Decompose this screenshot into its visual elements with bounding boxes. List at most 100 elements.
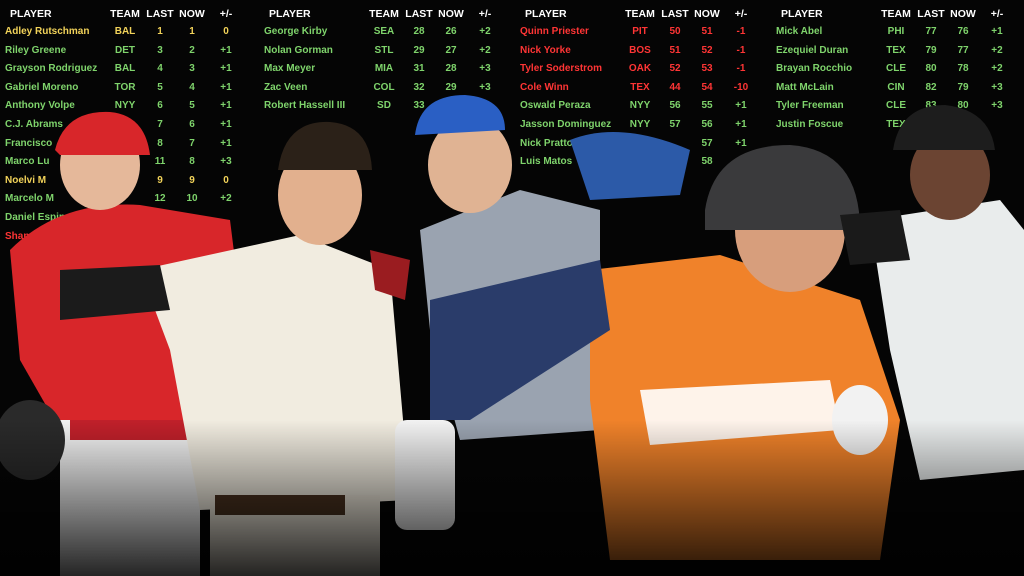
column-header: PLAYER	[525, 8, 567, 20]
table-cell: COL	[373, 81, 395, 93]
table-cell: +1	[220, 63, 232, 75]
table-cell: 1	[157, 26, 163, 37]
table-cell: George Kirby	[264, 26, 328, 37]
table-cell: 5	[189, 100, 195, 112]
table-cell: 80	[957, 100, 969, 112]
column-header: PLAYER	[10, 8, 52, 20]
table-cell: Mick Abel	[776, 26, 823, 37]
table-cell: Marcelo M	[5, 193, 54, 205]
table-cell: 6	[189, 119, 195, 130]
table-cell: 53	[701, 63, 713, 75]
table-cell: Francisco	[5, 137, 53, 149]
table-cell: 80	[925, 63, 937, 75]
column-header: NOW	[179, 8, 205, 20]
table-cell: Justin Foscue	[776, 119, 844, 130]
table-cell: 76	[957, 26, 969, 37]
column-header: LAST	[146, 8, 174, 20]
table-cell: 9	[157, 174, 163, 186]
table-cell: +3	[479, 81, 491, 93]
table-cell: 79	[925, 44, 937, 56]
column-header: +/-	[990, 8, 1004, 20]
column-header: TEAM	[881, 8, 911, 20]
table-cell: 9	[189, 174, 195, 186]
column-header: TEAM	[369, 8, 399, 20]
table-cell: +3	[991, 100, 1003, 112]
table-cell: 8	[157, 137, 163, 149]
table-cell: -1	[736, 63, 746, 75]
table-cell: Tyler Freeman	[776, 100, 844, 112]
table-cell: Oswald Peraza	[520, 100, 591, 112]
table-cell: NYY	[114, 100, 136, 112]
table-cell: 7	[189, 137, 195, 149]
table-cell: 4	[189, 81, 195, 93]
table-cell: 8	[189, 156, 195, 168]
table-cell: 5	[157, 81, 163, 93]
column-header: NOW	[694, 8, 720, 20]
table-cell: -10	[733, 81, 749, 93]
table-cell: SD	[377, 100, 391, 112]
table-cell: Quinn Priester	[520, 26, 589, 37]
table-cell: Robert Hassell III	[264, 100, 346, 112]
table-cell: CIN	[887, 81, 905, 93]
table-cell: +1	[220, 137, 232, 149]
table-cell: +1	[220, 81, 232, 93]
table-cell: NYY	[629, 100, 651, 112]
column-header: +/-	[734, 8, 748, 20]
column-header: +/-	[219, 8, 233, 20]
column-header: NOW	[950, 8, 976, 20]
table-cell: 29	[445, 81, 457, 93]
table-cell: Gabriel Moreno	[5, 81, 79, 93]
table-cell: 54	[701, 81, 713, 93]
table-cell: 11	[154, 156, 166, 168]
table-cell: 55	[701, 100, 713, 112]
column-header: PLAYER	[269, 8, 311, 20]
table-cell: 78	[957, 63, 969, 75]
table-cell: PHI	[887, 26, 905, 37]
table-cell: Zac Veen	[264, 81, 308, 93]
table-cell: 33	[413, 100, 425, 112]
table-cell: +1	[735, 119, 747, 130]
table-cell: 56	[669, 100, 681, 112]
table-cell: -1	[736, 26, 746, 37]
table-cell: CLE	[886, 100, 906, 112]
table-cell: 31	[413, 63, 425, 75]
table-cell: 57	[669, 119, 681, 130]
table-cell: NYY	[629, 119, 651, 130]
table-cell: 79	[957, 81, 969, 93]
table-cell: 82	[925, 81, 937, 93]
table-cell: 3	[189, 63, 195, 75]
table-cell: 58	[701, 156, 713, 168]
table-cell: 50	[669, 26, 681, 37]
table-cell: TEX	[886, 119, 906, 130]
table-cell: Tyler Soderstrom	[520, 63, 603, 75]
table-cell: 12	[154, 193, 166, 205]
table-cell: +1	[735, 137, 747, 149]
table-cell: DET	[115, 44, 135, 56]
column-header: LAST	[405, 8, 433, 20]
table-cell: Cole Winn	[520, 81, 569, 93]
table-cell: Jasson Dominguez	[520, 119, 612, 130]
table-cell: BAL	[114, 63, 136, 75]
table-cell: Daniel Espino	[5, 212, 72, 223]
table-cell: 52	[669, 63, 681, 75]
table-cell: 52	[701, 44, 713, 56]
table-cell: STL	[374, 44, 394, 56]
table-cell: 4	[157, 63, 163, 75]
table-cell: 27	[445, 44, 457, 56]
table-cell: +1	[220, 100, 232, 112]
table-cell: Luis Matos	[520, 156, 573, 168]
table-cell: 6	[157, 100, 163, 112]
table-cell: +2	[479, 26, 491, 37]
table-cell: 0	[223, 174, 229, 186]
table-cell: BOS	[629, 44, 651, 56]
table-cell: 32	[413, 81, 425, 93]
table-cell: 1	[189, 26, 195, 37]
table-cell: 10	[186, 193, 198, 205]
table-cell: +1	[220, 119, 232, 130]
table-cell: Brayan Rocchio	[776, 63, 853, 75]
table-cell: +2	[991, 63, 1003, 75]
table-cell: Nick Yorke	[520, 44, 571, 56]
table-cell: MIA	[374, 63, 394, 75]
table-cell: 2	[189, 44, 195, 56]
